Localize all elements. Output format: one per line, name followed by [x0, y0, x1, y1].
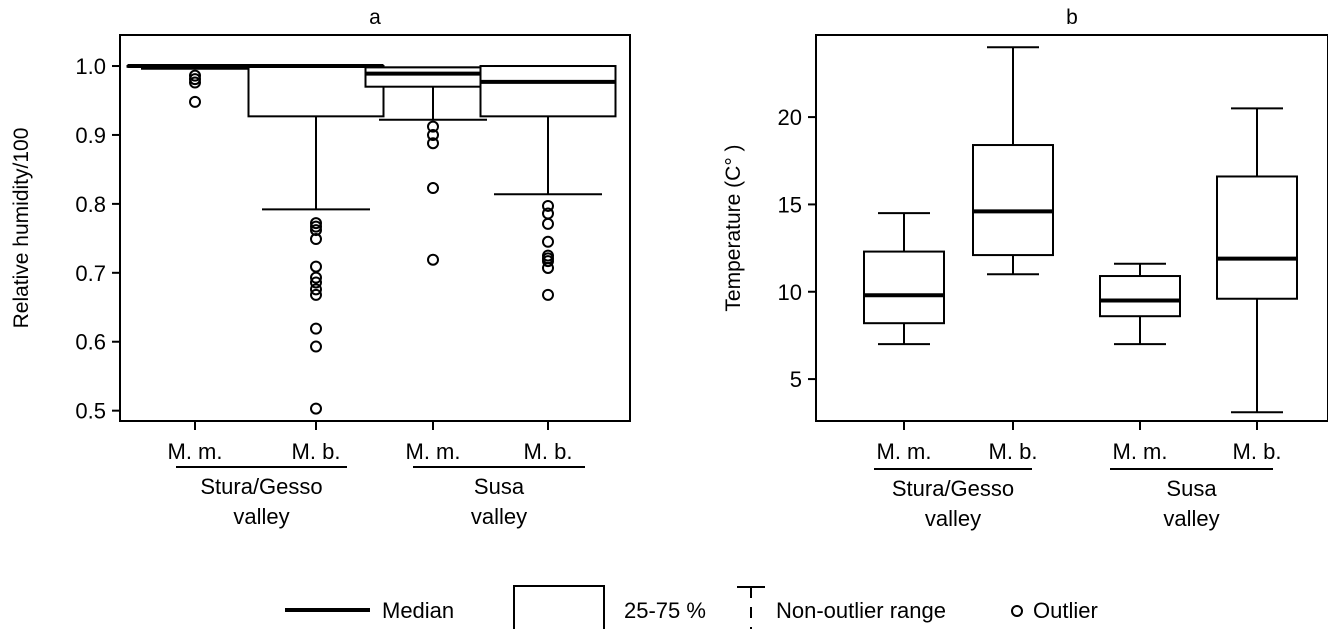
- group-label-line1: Susa: [1166, 476, 1217, 501]
- panel-a: a Relative humidity/100 0.5 0.6 0.7 0.8 0.9 1.0…: [10, 6, 630, 529]
- group-label-line1: Stura/Gesso: [200, 474, 322, 499]
- legend-range-label: Non-outlier range: [776, 598, 946, 623]
- y-tick-label-b: 10: [778, 280, 802, 305]
- y-axis-label-a: Relative humidity/100: [10, 128, 33, 329]
- outlier-point: [311, 262, 321, 272]
- panel-title-a: a: [369, 6, 381, 29]
- x-tick-label-a: M. b.: [524, 439, 573, 464]
- group-label-line1: Susa: [474, 474, 525, 499]
- y-tick-label-a: 0.7: [75, 261, 106, 286]
- y-tick-label-b: 5: [790, 367, 802, 392]
- x-tick-label-b: M. b.: [989, 439, 1038, 464]
- panel-title-b: b: [1066, 6, 1078, 29]
- group-label-line2: valley: [925, 506, 981, 531]
- outlier-point: [428, 255, 438, 265]
- iqr-box: [249, 66, 384, 116]
- x-tick-label-b: M. m.: [1113, 439, 1168, 464]
- outlier-point: [543, 237, 553, 247]
- outlier-point: [311, 324, 321, 334]
- iqr-box: [973, 145, 1053, 255]
- legend-outlier-marker: [1012, 606, 1022, 616]
- group-label-line1: Stura/Gesso: [892, 476, 1014, 501]
- y-tick-label-a: 0.5: [75, 399, 106, 424]
- y-tick-label-a: 0.9: [75, 123, 106, 148]
- outlier-point: [190, 97, 200, 107]
- y-tick-label-b: 15: [778, 192, 802, 217]
- y-tick-label-a: 0.6: [75, 330, 106, 355]
- outlier-point: [543, 290, 553, 300]
- iqr-box: [864, 252, 944, 324]
- y-axis-label-b: Temperature (C° ): [722, 144, 745, 311]
- group-label-line2: valley: [471, 504, 527, 529]
- outlier-point: [311, 404, 321, 414]
- outlier-point: [428, 183, 438, 193]
- y-tick-label-a: 1.0: [75, 54, 106, 79]
- x-tick-label-a: M. m.: [406, 439, 461, 464]
- iqr-box: [1217, 176, 1297, 298]
- iqr-box: [481, 66, 616, 116]
- panel-b: b Temperature (C° ) 5 10 15 20 M. m. M. b. M. m.…: [722, 6, 1328, 531]
- iqr-box: [1100, 276, 1180, 316]
- outlier-point: [311, 342, 321, 352]
- outlier-point: [543, 263, 553, 273]
- group-label-line2: valley: [1163, 506, 1219, 531]
- y-tick-label-b: 20: [778, 105, 802, 130]
- group-label-line2: valley: [233, 504, 289, 529]
- x-tick-label-b: M. b.: [1233, 439, 1282, 464]
- legend-box-swatch: [514, 586, 604, 629]
- legend: Median 25-75 % Non-outlier range Outlier: [285, 586, 1098, 629]
- x-tick-label-a: M. m.: [168, 439, 223, 464]
- x-tick-label-b: M. m.: [877, 439, 932, 464]
- legend-outlier-label: Outlier: [1033, 598, 1098, 623]
- y-tick-label-a: 0.8: [75, 192, 106, 217]
- x-tick-label-a: M. b.: [292, 439, 341, 464]
- legend-median-label: Median: [382, 598, 454, 623]
- outlier-point: [543, 219, 553, 229]
- legend-box-label: 25-75 %: [624, 598, 706, 623]
